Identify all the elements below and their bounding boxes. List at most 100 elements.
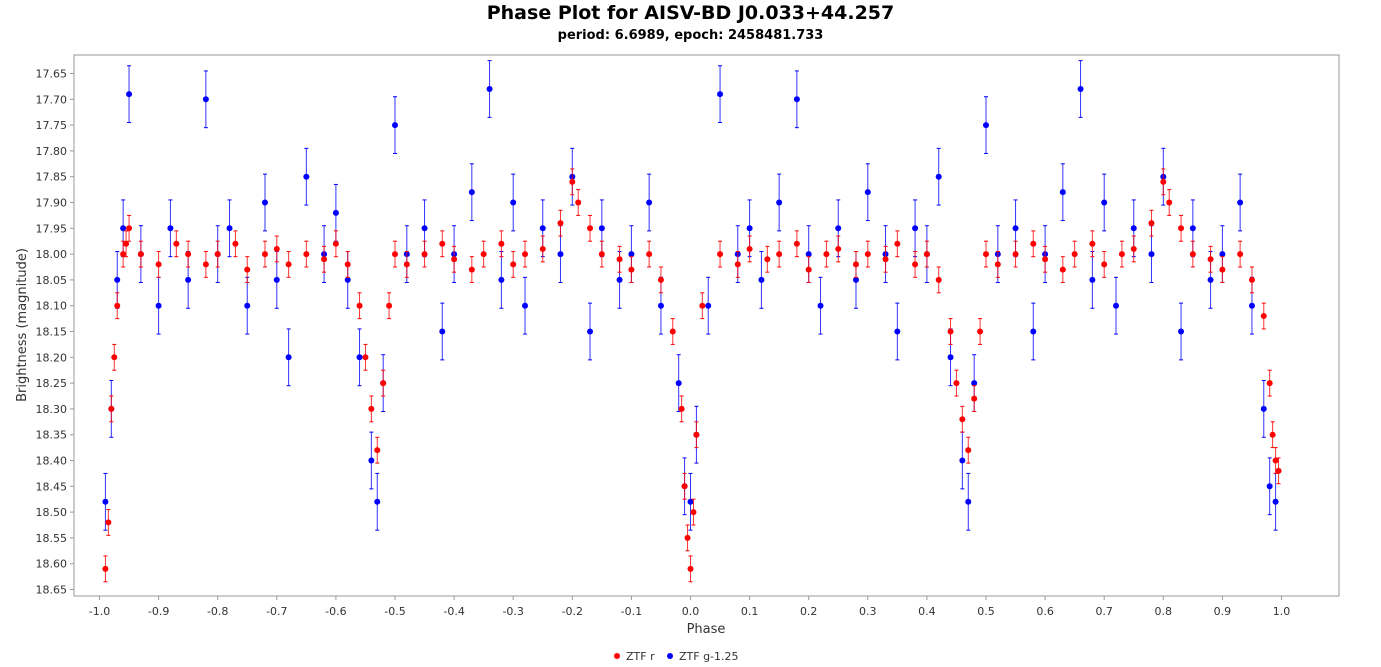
point-ztf-g <box>486 85 493 92</box>
point-ztf-r <box>693 431 700 438</box>
x-tick-label: 0.7 <box>1095 605 1113 618</box>
point-ztf-r <box>923 251 930 258</box>
point-ztf-g <box>1059 189 1066 196</box>
point-ztf-g <box>356 354 363 361</box>
point-ztf-r <box>321 256 328 263</box>
point-ztf-r <box>1012 251 1019 258</box>
point-ztf-r <box>123 240 130 247</box>
point-ztf-g <box>1030 328 1037 335</box>
y-tick-label: 17.65 <box>36 68 68 81</box>
x-tick-label: 0.1 <box>741 605 759 618</box>
y-tick-label: 18.30 <box>36 403 68 416</box>
point-ztf-g <box>261 199 268 206</box>
point-ztf-g <box>793 96 800 103</box>
point-ztf-r <box>575 199 582 206</box>
point-ztf-r <box>273 245 280 252</box>
point-ztf-r <box>977 328 984 335</box>
point-ztf-r <box>717 251 724 258</box>
point-ztf-g <box>1089 276 1096 283</box>
point-ztf-r <box>835 245 842 252</box>
y-axis: 17.65 17.70 17.75 17.80 17.85 17.90 17.95 18.00… <box>36 68 74 597</box>
point-ztf-r <box>1030 240 1037 247</box>
point-ztf-g <box>817 302 824 309</box>
point-ztf-r <box>126 225 133 232</box>
y-tick-label: 18.45 <box>36 480 68 493</box>
point-ztf-r <box>587 225 594 232</box>
x-axis: -1.0 -0.9 -0.8 -0.7 -0.6 -0.5 -0.4 -0.3 -0.2 -0.1… <box>89 596 1290 618</box>
y-tick-label: 18.20 <box>36 351 68 364</box>
legend-label-g: ZTF g-1.25 <box>679 650 739 663</box>
point-ztf-r <box>332 240 339 247</box>
point-ztf-r <box>1189 251 1196 258</box>
point-ztf-r <box>105 519 112 526</box>
point-ztf-r <box>498 240 505 247</box>
point-ztf-r <box>746 245 753 252</box>
y-tick-label: 18.40 <box>36 455 68 468</box>
y-tick-label: 18.05 <box>36 274 68 287</box>
y-tick-label: 18.50 <box>36 506 68 519</box>
point-ztf-r <box>1059 266 1066 273</box>
point-ztf-r <box>557 220 564 227</box>
point-ztf-g <box>947 354 954 361</box>
point-ztf-g <box>522 302 529 309</box>
point-ztf-r <box>912 261 919 268</box>
x-tick-label: -0.3 <box>502 605 523 618</box>
point-ztf-r <box>1237 251 1244 258</box>
point-ztf-g <box>102 498 109 505</box>
point-ztf-g <box>864 189 871 196</box>
point-ztf-r <box>1207 256 1214 263</box>
y-tick-label: 18.25 <box>36 377 68 390</box>
point-ztf-r <box>776 251 783 258</box>
point-ztf-r <box>1148 220 1155 227</box>
point-ztf-g <box>1189 225 1196 232</box>
point-ztf-g <box>587 328 594 335</box>
x-tick-label: 0.8 <box>1155 605 1173 618</box>
point-ztf-g <box>392 122 398 129</box>
x-tick-label: -0.4 <box>443 605 464 618</box>
y-tick-label: 17.85 <box>36 171 68 184</box>
legend-marker-r <box>614 653 620 659</box>
point-ztf-r <box>684 534 691 541</box>
y-tick-label: 18.35 <box>36 429 68 442</box>
data-points <box>102 60 1282 583</box>
point-ztf-r <box>687 565 694 572</box>
point-ztf-g <box>1260 405 1267 412</box>
point-ztf-g <box>185 276 192 283</box>
point-ztf-r <box>368 405 375 412</box>
y-tick-label: 17.95 <box>36 222 68 235</box>
point-ztf-r <box>480 251 487 258</box>
point-ztf-g <box>983 122 989 129</box>
point-ztf-g <box>717 91 724 98</box>
legend-marker-g <box>667 653 673 659</box>
x-tick-label: -0.5 <box>384 605 405 618</box>
point-ztf-r <box>185 251 192 258</box>
point-ztf-r <box>380 380 387 387</box>
point-ztf-g <box>616 276 623 283</box>
point-ztf-r <box>137 251 144 258</box>
point-ztf-g <box>835 225 842 232</box>
x-axis-label: Phase <box>687 622 726 637</box>
point-ztf-r <box>681 483 688 490</box>
point-ztf-g <box>959 457 966 464</box>
point-ztf-r <box>451 256 458 263</box>
point-ztf-r <box>1178 225 1185 232</box>
x-tick-label: 0.0 <box>682 605 700 618</box>
point-ztf-g <box>1113 302 1120 309</box>
point-ztf-r <box>285 261 292 268</box>
chart-title: Phase Plot for AISV-BD J0.033+44.257 <box>486 2 895 24</box>
point-ztf-r <box>935 276 942 283</box>
x-tick-label: 0.2 <box>800 605 818 618</box>
y-tick-label: 18.10 <box>36 300 68 313</box>
y-tick-label: 18.65 <box>36 584 68 597</box>
point-ztf-r <box>120 251 127 258</box>
point-ztf-r <box>678 405 685 412</box>
point-ztf-r <box>108 405 115 412</box>
point-ztf-r <box>374 447 381 454</box>
point-ztf-r <box>303 251 310 258</box>
point-ztf-g <box>971 380 978 387</box>
y-tick-label: 17.75 <box>36 119 68 132</box>
legend-label-r: ZTF r <box>626 650 655 663</box>
point-ztf-g <box>758 276 765 283</box>
point-ztf-g <box>894 328 901 335</box>
point-ztf-g <box>965 498 972 505</box>
